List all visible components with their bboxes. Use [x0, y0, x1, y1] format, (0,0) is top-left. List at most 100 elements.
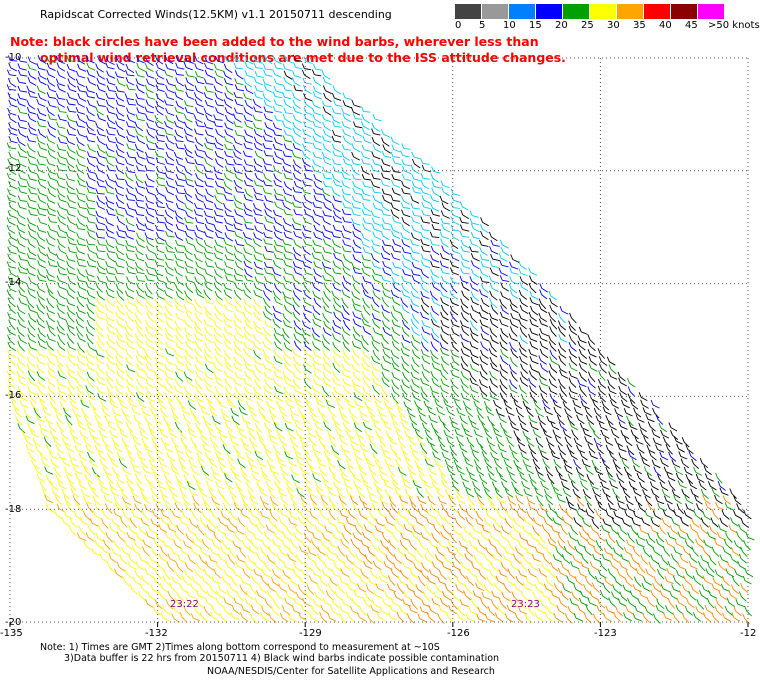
wind-barb: [420, 180, 430, 190]
wind-barb: [208, 518, 217, 529]
wind-barb: [223, 181, 233, 191]
wind-barb: [74, 444, 84, 454]
wind-barb: [244, 223, 254, 230]
wind-barb: [204, 472, 214, 482]
wind-barb: [420, 172, 430, 180]
wind-barb: [183, 128, 193, 137]
footnote-line-2: 3)Data buffer is 22 hrs from 20150711 4)…: [64, 653, 500, 664]
wind-barb: [655, 444, 665, 453]
wind-barb: [570, 560, 580, 570]
wind-barb: [610, 399, 619, 409]
wind-barb: [121, 496, 131, 506]
wind-barb: [111, 436, 120, 447]
wind-barb: [164, 216, 174, 226]
wind-barb: [728, 590, 737, 600]
wind-barb: [293, 363, 302, 374]
wind-barb: [458, 568, 467, 580]
wind-barb: [534, 466, 544, 476]
wind-barb: [299, 576, 309, 585]
wind-barb: [628, 560, 637, 571]
wind-barb: [252, 99, 262, 109]
wind-barb: [534, 583, 543, 594]
wind-barb: [631, 518, 641, 527]
wind-barb: [440, 378, 450, 388]
wind-barb: [665, 538, 675, 548]
wind-barb: [189, 582, 199, 593]
wind-barb: [596, 605, 605, 616]
wind-barb: [294, 421, 304, 431]
wind-barb: [196, 562, 205, 572]
wind-barb: [492, 553, 502, 562]
wind-barb: [272, 472, 281, 484]
wind-barb: [421, 326, 431, 335]
wind-barb: [410, 318, 419, 330]
wind-barb: [349, 495, 359, 506]
wind-barb: [494, 546, 503, 558]
wind-barb: [562, 429, 572, 439]
wind-barb: [421, 320, 431, 329]
wind-barb: [36, 283, 46, 293]
wind-barb: [420, 531, 430, 541]
wind-barb: [558, 355, 567, 366]
wind-barb: [347, 509, 357, 520]
wind-barb: [85, 532, 95, 542]
wind-barb: [459, 320, 470, 329]
wind-barb: [430, 333, 440, 343]
wind-barb: [152, 575, 161, 586]
wind-barb: [87, 524, 96, 535]
wind-barb: [250, 466, 260, 475]
wind-barb: [18, 377, 28, 386]
wind-barb: [85, 224, 96, 233]
wind-barb: [253, 254, 263, 263]
wind-barb: [86, 172, 96, 182]
wind-barb: [103, 467, 112, 476]
wind-barb: [372, 202, 382, 211]
wind-barb: [401, 503, 410, 513]
wind-barb: [165, 348, 175, 357]
wind-barb: [539, 327, 549, 337]
wind-barb: [223, 99, 233, 109]
wind-barb: [56, 503, 66, 513]
wind-barb: [56, 84, 66, 93]
wind-barb: [278, 407, 288, 417]
wind-barb: [36, 85, 46, 95]
wind-barb: [346, 399, 356, 408]
wind-barb: [392, 562, 402, 573]
wind-barb: [154, 54, 164, 65]
wind-barb: [175, 224, 185, 232]
wind-barb: [7, 334, 15, 346]
wind-barb: [555, 466, 563, 477]
wind-barb: [263, 99, 273, 108]
wind-barb: [303, 385, 313, 396]
wind-barb: [636, 472, 645, 483]
wind-barb: [185, 157, 195, 165]
wind-barb: [323, 305, 333, 314]
wind-barb: [204, 532, 214, 541]
wind-barb: [268, 435, 278, 445]
wind-barb: [76, 305, 86, 314]
wind-barb: [635, 568, 645, 578]
wind-barb: [57, 370, 67, 380]
wind-barb: [155, 157, 165, 165]
wind-barb: [94, 539, 103, 550]
wind-barb: [47, 180, 57, 190]
wind-barb: [218, 553, 228, 563]
wind-barb: [243, 165, 253, 173]
wind-barb: [273, 333, 282, 344]
wind-barb: [55, 414, 64, 425]
wind-barb: [126, 143, 136, 151]
wind-barb: [115, 92, 125, 102]
wind-barb: [692, 612, 702, 622]
legend-label: 30: [607, 20, 620, 31]
wind-barb: [507, 495, 517, 506]
wind-barb: [230, 407, 240, 417]
wind-barb: [578, 385, 587, 397]
wind-barb: [695, 473, 705, 483]
wind-barb: [223, 333, 232, 344]
wind-barb: [352, 128, 362, 137]
wind-barb: [95, 232, 106, 239]
wind-barb: [410, 304, 419, 314]
wind-barb: [253, 561, 263, 571]
wind-barb: [194, 85, 204, 95]
wind-barb: [155, 93, 165, 103]
